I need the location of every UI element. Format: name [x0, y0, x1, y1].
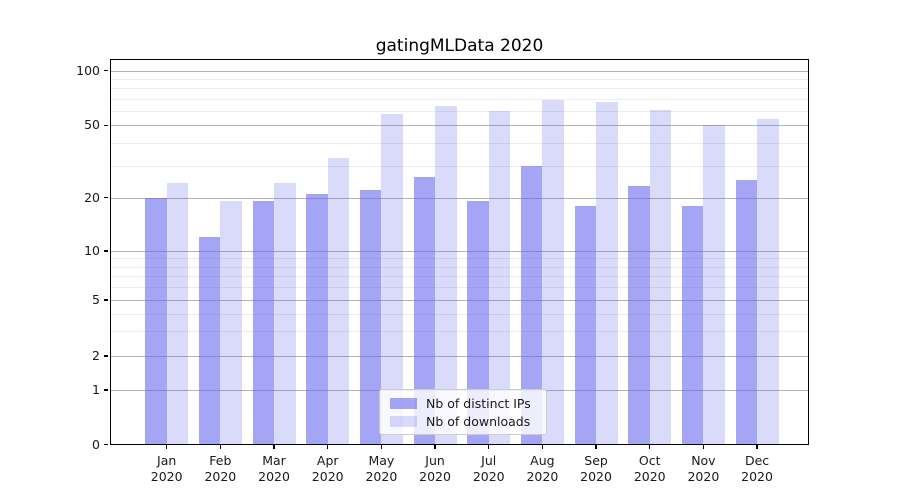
x-tick-mark-feb — [219, 444, 222, 449]
bar-distinct-ips-jun — [413, 176, 436, 445]
gridline-major-10 — [110, 251, 809, 252]
gridline-minor-60 — [110, 110, 809, 112]
y-tick-label-0: 0 — [92, 436, 100, 452]
gridline-major-5 — [110, 300, 809, 301]
y-tick-label-100: 100 — [76, 62, 100, 78]
bar-distinct-ips-dec — [735, 179, 758, 445]
gridline-major-20 — [110, 197, 809, 199]
x-tick-mark-sep — [595, 444, 597, 449]
x-tick-label-may: May 2020 — [365, 453, 398, 484]
y-tick-mark-100 — [104, 70, 109, 72]
bar-distinct-ips-apr — [306, 193, 328, 445]
y-tick-mark-50 — [104, 124, 109, 126]
x-tick-mark-jul — [488, 444, 490, 449]
y-tick-mark-0 — [104, 443, 109, 446]
x-tick-mark-jan — [166, 444, 168, 449]
legend-entry-downloads: Nb of downloads — [390, 414, 536, 429]
x-tick-label-mar: Mar 2020 — [258, 453, 290, 484]
y-tick-mark-10 — [104, 250, 109, 252]
bar-downloads-jan — [166, 183, 189, 445]
x-tick-label-aug: Aug 2020 — [526, 453, 559, 484]
y-tick-mark-1 — [104, 389, 109, 391]
legend-label-downloads: Nb of downloads — [426, 413, 531, 429]
y-tick-mark-2 — [104, 355, 109, 357]
x-tick-mark-apr — [327, 444, 329, 449]
gridline-minor-80 — [110, 88, 809, 90]
y-tick-label-1: 1 — [92, 382, 100, 397]
legend-swatch-distinct-ips — [390, 397, 417, 409]
bar-downloads-oct — [649, 109, 672, 445]
y-tick-mark-5 — [104, 299, 109, 301]
y-tick-label-5: 5 — [92, 292, 100, 307]
gridline-minor-40 — [110, 142, 809, 144]
bar-distinct-ips-feb — [198, 236, 221, 445]
x-tick-label-dec: Dec 2020 — [741, 453, 773, 484]
x-tick-mark-nov — [702, 444, 705, 449]
x-tick-label-jul: Jul 2020 — [472, 453, 505, 484]
bar-distinct-ips-oct — [628, 186, 650, 445]
bar-distinct-ips-jan — [145, 197, 167, 445]
chart-title: gatingMLData 2020 — [375, 36, 544, 56]
gridline-minor-90 — [110, 78, 809, 80]
y-tick-label-2: 2 — [92, 348, 100, 363]
bar-downloads-mar — [274, 183, 296, 445]
gridline-major-100 — [110, 70, 809, 72]
gridline-minor-9 — [110, 258, 809, 260]
gridline-major-2 — [110, 356, 809, 357]
bar-distinct-ips-sep — [574, 205, 597, 445]
bar-downloads-jul — [488, 110, 511, 445]
y-tick-label-20: 20 — [84, 189, 100, 205]
legend-entry-distinct-ips: Nb of distinct IPs — [390, 396, 536, 411]
bar-downloads-feb — [220, 201, 242, 445]
x-tick-label-feb: Feb 2020 — [204, 453, 237, 484]
gridline-major-50 — [110, 125, 809, 127]
x-tick-mark-oct — [649, 444, 651, 449]
bar-distinct-ips-aug — [520, 165, 543, 445]
bar-distinct-ips-jul — [467, 201, 489, 445]
bar-downloads-jun — [435, 105, 457, 445]
gridline-minor-70 — [110, 98, 809, 100]
legend-swatch-downloads — [390, 415, 417, 427]
gridline-minor-8 — [110, 266, 809, 268]
x-tick-label-nov: Nov 2020 — [687, 453, 720, 484]
bar-downloads-apr — [327, 158, 350, 445]
bar-distinct-ips-mar — [252, 201, 275, 445]
x-tick-mark-dec — [756, 444, 758, 449]
bar-downloads-aug — [542, 99, 564, 445]
y-tick-label-10: 10 — [84, 243, 100, 258]
gridline-minor-4 — [110, 313, 809, 315]
legend-label-distinct-ips: Nb of distinct IPs — [426, 395, 531, 411]
bar-downloads-sep — [596, 102, 618, 445]
gridline-minor-7 — [110, 276, 809, 278]
legend: Nb of distinct IPs Nb of downloads — [379, 389, 547, 435]
gridline-minor-6 — [110, 287, 809, 289]
gridline-minor-3 — [110, 331, 809, 333]
bar-distinct-ips-may — [359, 189, 382, 445]
y-tick-label-50: 50 — [84, 117, 100, 133]
x-tick-mark-aug — [541, 444, 544, 449]
x-tick-label-jan: Jan 2020 — [150, 453, 183, 484]
bar-distinct-ips-nov — [681, 205, 704, 445]
x-tick-label-sep: Sep 2020 — [580, 453, 612, 484]
x-tick-label-jun: Jun 2020 — [419, 453, 451, 484]
x-tick-mark-jun — [434, 444, 436, 449]
gridline-minor-30 — [110, 165, 809, 167]
x-tick-label-apr: Apr 2020 — [311, 453, 344, 484]
x-tick-label-oct: Oct 2020 — [633, 453, 666, 484]
bar-downloads-may — [381, 113, 403, 445]
y-tick-mark-20 — [104, 196, 109, 199]
x-tick-mark-mar — [273, 444, 275, 449]
bar-downloads-dec — [757, 119, 779, 445]
bar-downloads-nov — [703, 125, 725, 445]
plot-area — [110, 59, 809, 445]
x-tick-mark-may — [380, 444, 383, 449]
